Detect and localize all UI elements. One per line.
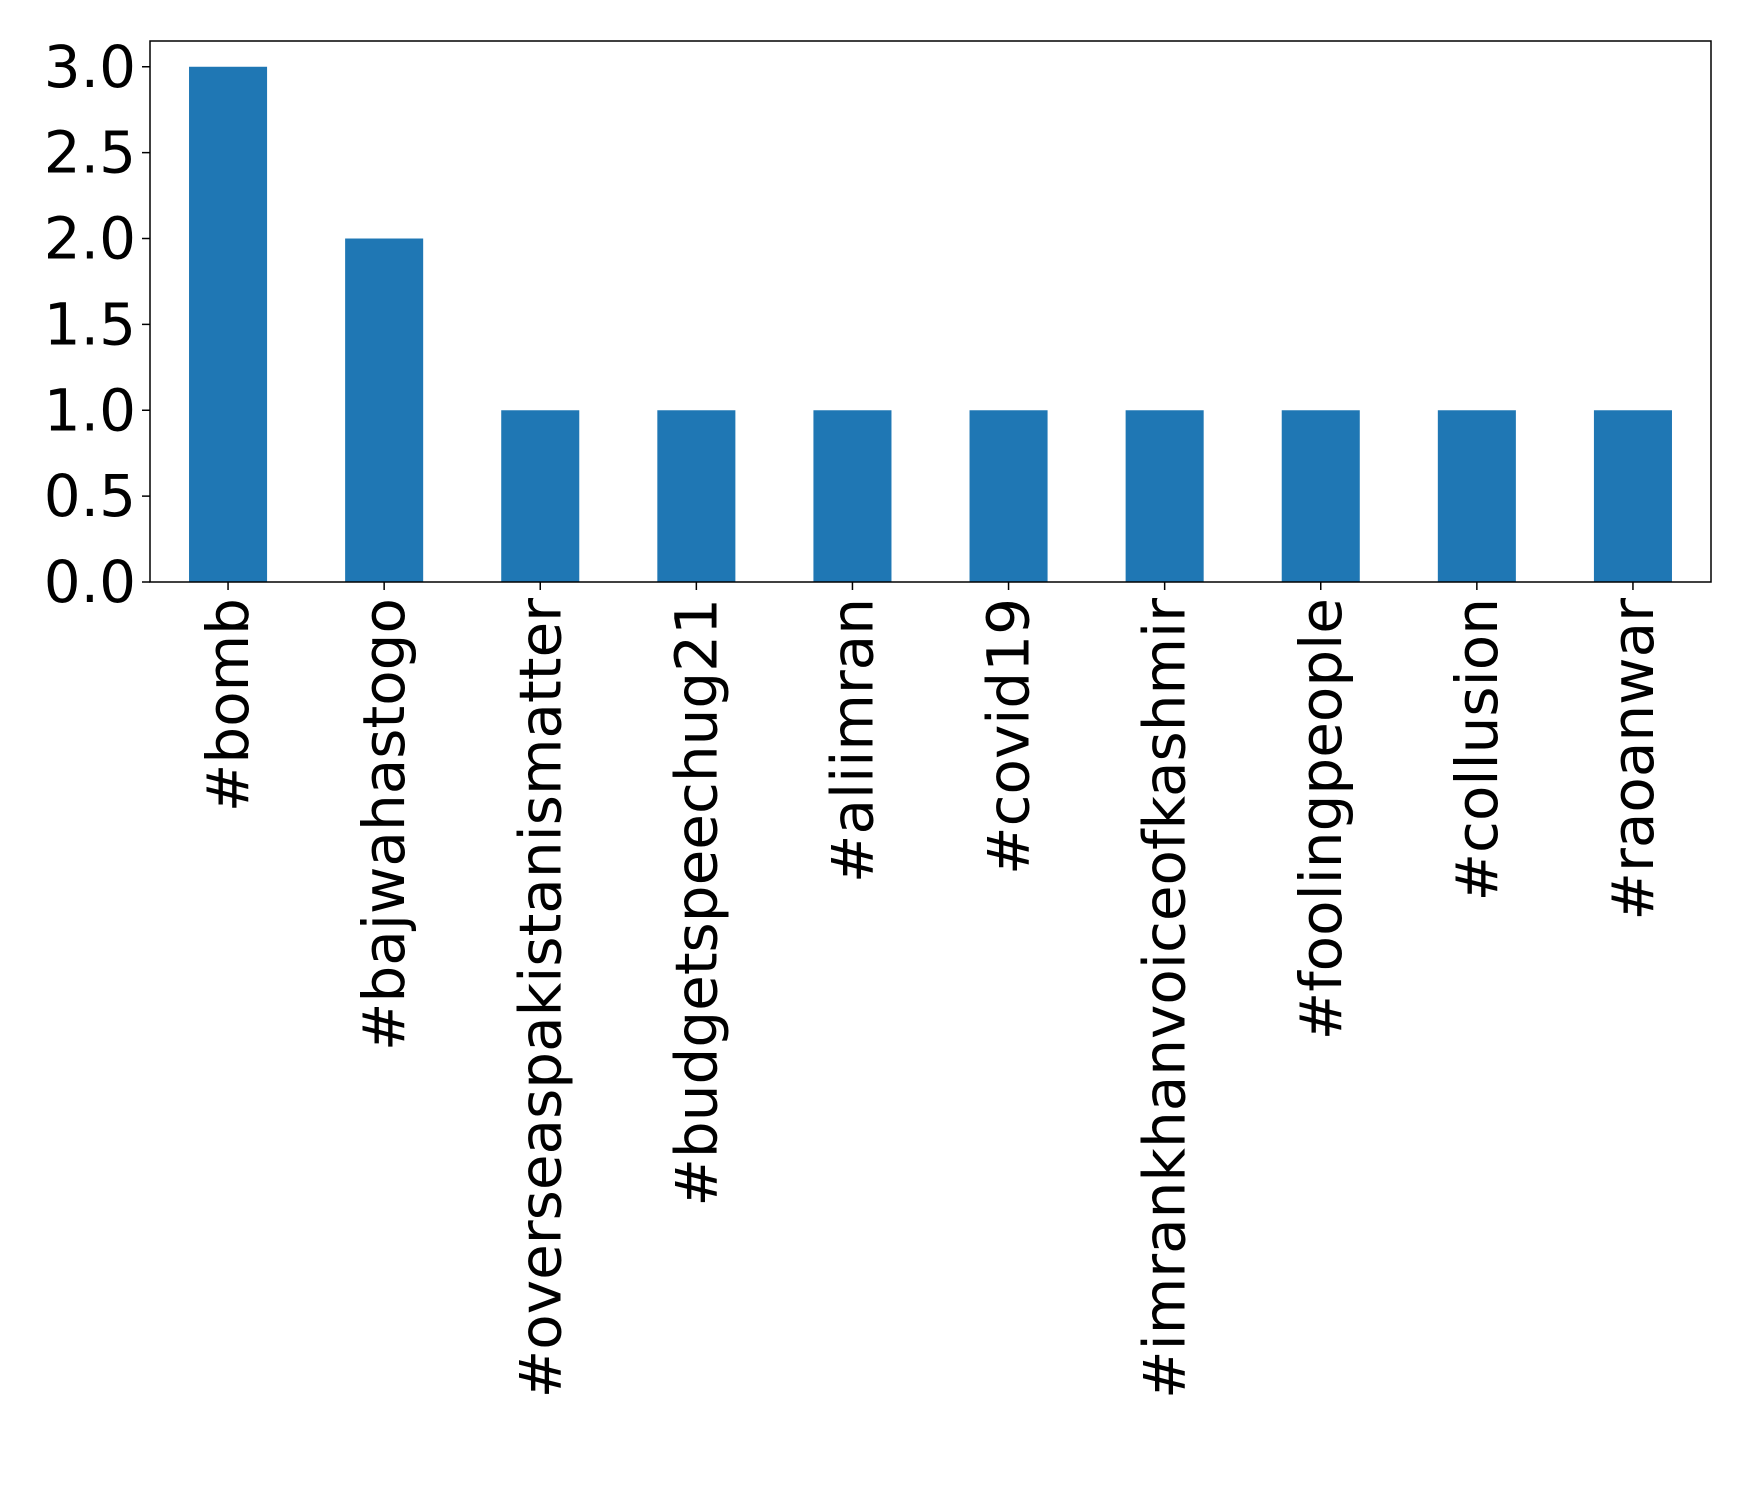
x-tick-label: #overseaspakistanismatter (506, 598, 574, 1398)
x-tick-label: #imrankhanvoiceofkashmir (1131, 598, 1199, 1399)
plot-frame (149, 40, 1712, 583)
y-axis: 0.0 0.5 1.0 1.5 2.0 2.5 3.0 (44, 33, 150, 616)
bar-overseaspakistanismatter (501, 410, 580, 582)
y-tick-label: 3.0 (44, 33, 136, 101)
bar-imrankhanvoiceofkashmir (1125, 410, 1204, 582)
y-tick-label: 2.5 (44, 119, 136, 187)
bar-raoanwar (1593, 410, 1672, 582)
x-tick-label: #raoanwar (1599, 598, 1667, 921)
y-tick-label: 0.0 (44, 548, 136, 616)
x-axis: #bomb #bajwahastogo #overseaspakistanismat… (194, 582, 1667, 1399)
y-tick-label: 2.0 (44, 205, 136, 273)
bar-covid19 (969, 410, 1048, 582)
bar-bajwahastogo (345, 238, 424, 582)
y-tick-label: 1.5 (44, 290, 136, 358)
x-tick-label: #budgetspeechug21 (662, 598, 730, 1207)
x-tick-label: #collusion (1443, 598, 1511, 902)
x-tick-label: #foolingpeople (1287, 598, 1355, 1040)
x-tick-label: #covid19 (975, 598, 1043, 875)
bar-foolingpeople (1281, 410, 1360, 582)
y-tick-label: 0.5 (44, 462, 136, 530)
bar-collusion (1437, 410, 1516, 582)
x-tick-label: #aliimran (818, 598, 886, 883)
bar-bomb (189, 66, 268, 582)
x-tick-label: #bajwahastogo (350, 598, 418, 1051)
x-tick-label: #bomb (194, 598, 262, 812)
bar-budgetspeechug21 (657, 410, 736, 582)
y-tick-label: 1.0 (44, 376, 136, 444)
bar-aliimran (813, 410, 892, 582)
bars-group (189, 66, 1672, 582)
